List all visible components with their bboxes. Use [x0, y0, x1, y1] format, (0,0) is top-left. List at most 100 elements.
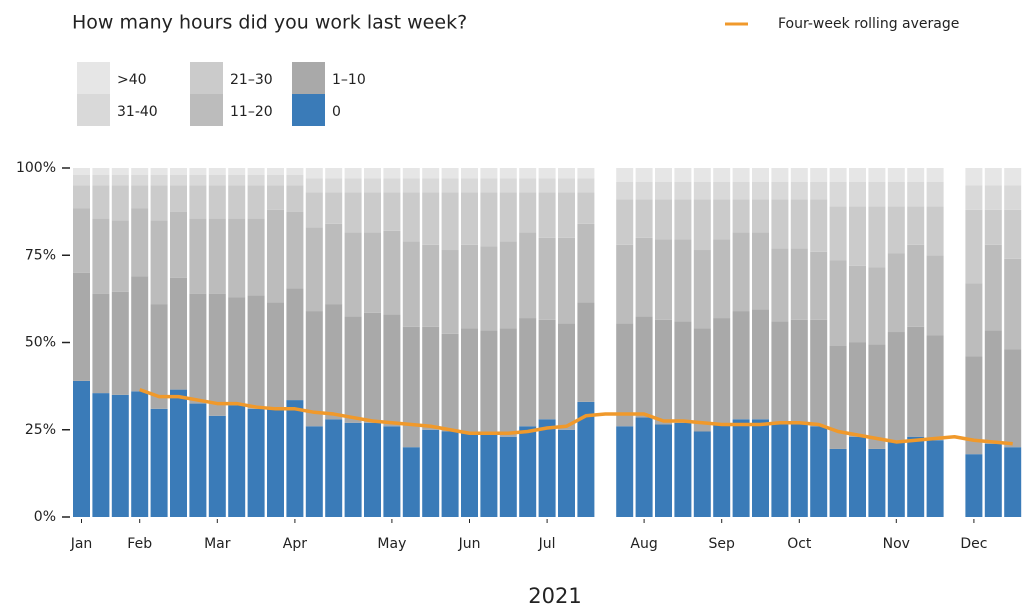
bar-segment: [732, 232, 750, 312]
bar-segment: [461, 244, 478, 329]
bar-segment: [674, 422, 692, 517]
bar-segment: [752, 232, 769, 310]
bar-segment: [887, 168, 905, 182]
bar-segment: [674, 199, 692, 240]
bar-segment: [111, 185, 129, 221]
bar-segment: [829, 448, 847, 517]
bar-segment: [616, 426, 634, 517]
bar-segment: [461, 192, 478, 245]
bar-segment: [965, 454, 983, 517]
bar-segment: [247, 218, 265, 296]
bar-segment: [247, 174, 265, 186]
bar-segment: [461, 433, 478, 517]
bar-segment: [1004, 185, 1022, 210]
bar-segment: [73, 168, 90, 175]
bar-segment: [73, 272, 90, 381]
bar-segment: [364, 422, 381, 517]
bar-segment: [499, 192, 517, 242]
bar-segment: [383, 426, 401, 517]
bar-segment: [771, 199, 789, 249]
bar-segment: [577, 223, 595, 303]
bar-segment: [461, 168, 478, 179]
bar-segment: [422, 244, 440, 327]
bar-segment: [558, 192, 575, 238]
bar-segment: [926, 206, 944, 256]
y-tick-label: 25%: [25, 422, 56, 438]
bar-segment: [674, 168, 692, 182]
bar-segment: [150, 304, 168, 409]
bar-segment: [422, 326, 440, 430]
bar-segment: [829, 260, 847, 346]
bar-segment: [538, 419, 556, 517]
bar-segment: [344, 178, 362, 193]
bar-segment: [849, 342, 866, 437]
bar-segment: [635, 237, 653, 317]
bar-segment: [228, 185, 246, 219]
x-axis-label: 2021: [528, 584, 581, 608]
bar-segment: [170, 168, 187, 175]
x-tick-label: Jan: [70, 536, 93, 552]
bar-segment: [790, 168, 808, 182]
bar-segment: [1004, 258, 1022, 350]
bar-segment: [92, 293, 110, 394]
bar-segment: [771, 424, 789, 517]
legend-label: 21–30: [230, 72, 273, 88]
bar-segment: [267, 209, 284, 303]
bar-segment: [849, 265, 866, 343]
bar-segment: [752, 168, 769, 182]
bar-segment: [364, 192, 381, 233]
bar-segment: [422, 168, 440, 179]
bar-segment: [752, 309, 769, 420]
bar-segment: [131, 174, 149, 186]
bar-segment: [926, 168, 944, 182]
bar-segment: [247, 295, 265, 409]
bar-segment: [286, 400, 304, 517]
bar-segment: [849, 206, 866, 266]
bar-segment: [170, 185, 187, 212]
bar-segment: [228, 168, 246, 175]
bar-segment: [616, 323, 634, 427]
bar-segment: [131, 168, 149, 175]
bar-segment: [422, 429, 440, 517]
bar-segment: [732, 181, 750, 200]
bar-segment: [810, 319, 828, 427]
bar-segment: [868, 206, 886, 268]
bar-segment: [92, 168, 110, 175]
bar-segment: [441, 192, 459, 251]
bar-segment: [538, 168, 556, 179]
bar-segment: [267, 185, 284, 210]
bar-segment: [325, 192, 343, 224]
bar-segment: [752, 419, 769, 517]
bar-segment: [771, 168, 789, 182]
bar-segment: [286, 174, 304, 186]
bar-segment: [829, 206, 847, 261]
bar-segment: [247, 185, 265, 219]
bar-segment: [713, 424, 731, 517]
bar-segment: [926, 181, 944, 207]
bar-segment: [849, 168, 866, 182]
bar-segment: [752, 199, 769, 233]
x-tick-label: Sep: [709, 536, 736, 552]
bar-segment: [887, 206, 905, 254]
bar-segment: [344, 192, 362, 233]
bar-segment: [1004, 349, 1022, 448]
bar-segment: [286, 288, 304, 401]
bar-segment: [305, 311, 323, 427]
bar-segment: [887, 181, 905, 207]
bar-segment: [325, 178, 343, 193]
bar-segment: [732, 419, 750, 517]
bar-segment: [655, 168, 672, 182]
bar-segment: [771, 181, 789, 200]
bar-segment: [926, 255, 944, 336]
bar-segment: [616, 199, 634, 245]
bar-segment: [674, 321, 692, 423]
bar-segment: [208, 168, 226, 175]
bar-segment: [499, 241, 517, 329]
bar-segment: [305, 178, 323, 193]
bar-segment: [131, 208, 149, 277]
bar-segment: [674, 239, 692, 322]
bar-segment: [208, 185, 226, 219]
bar-segment: [713, 318, 731, 425]
bar-segment: [170, 211, 187, 278]
bar-segment: [907, 244, 925, 327]
